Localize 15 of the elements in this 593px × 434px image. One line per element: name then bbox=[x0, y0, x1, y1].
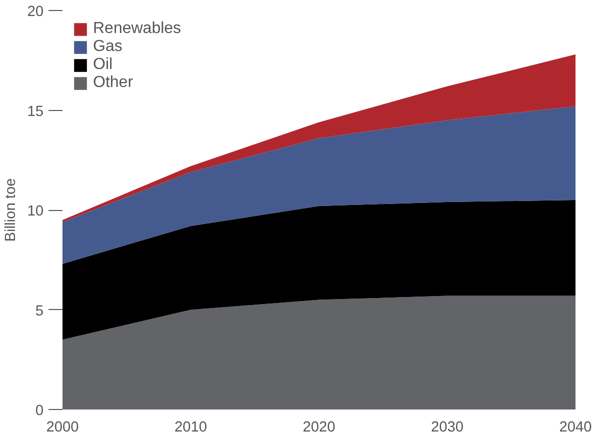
legend-label: Gas bbox=[93, 38, 122, 56]
y-axis-title: Billion toe bbox=[3, 178, 20, 242]
x-tick-label: 2000 bbox=[46, 420, 79, 434]
y-tick-label: 10 bbox=[27, 204, 44, 220]
x-tick-label: 2030 bbox=[430, 420, 464, 434]
legend-label: Renewables bbox=[93, 20, 182, 38]
y-tick-label: 0 bbox=[35, 403, 44, 419]
legend-label: Oil bbox=[93, 56, 113, 74]
y-tick-label: 20 bbox=[27, 4, 44, 20]
x-tick-label: 2020 bbox=[302, 420, 336, 434]
x-tick-label: 2010 bbox=[174, 420, 208, 434]
x-tick-label: 2040 bbox=[559, 420, 592, 434]
legend-label: Other bbox=[93, 74, 134, 92]
y-tick-label: 15 bbox=[27, 104, 44, 120]
y-tick-label: 5 bbox=[35, 303, 44, 320]
